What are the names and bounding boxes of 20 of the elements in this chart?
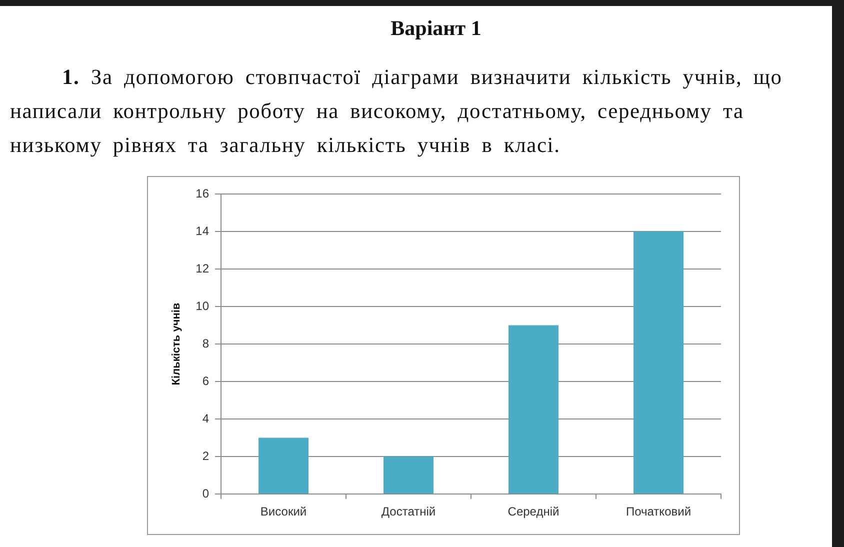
chart-subtitle: 1. За допомогою стовпчастої діаграми визначити кількість учнів, що написали контрольну роботу на високому, достатньому, середньому та низькому рівнях та загальну кількість учнів в класі. [10, 64, 784, 159]
chart-title: Варіант 1 [390, 16, 482, 41]
x-tick-label: Середній [508, 504, 560, 519]
bar [258, 438, 308, 494]
y-tick-label: 2 [202, 448, 210, 463]
x-tick-label: Початковий [626, 504, 692, 519]
y-tick-label: 8 [202, 336, 210, 350]
y-tick-label: 12 [196, 261, 210, 276]
y-tick-label: 4 [202, 411, 210, 426]
y-tick-label: 10 [196, 298, 210, 313]
y-tick-label: 14 [196, 224, 210, 238]
bar [384, 456, 434, 494]
x-tick-label: Високий [260, 504, 307, 519]
bar [508, 325, 558, 494]
x-tick-label: Достатній [381, 504, 436, 519]
bar [634, 232, 684, 494]
y-tick-label: 6 [202, 374, 210, 388]
y-axis-title: Кількість учнів [170, 302, 183, 386]
y-tick-label: 16 [196, 186, 210, 200]
y-tick-label: 0 [202, 486, 210, 500]
